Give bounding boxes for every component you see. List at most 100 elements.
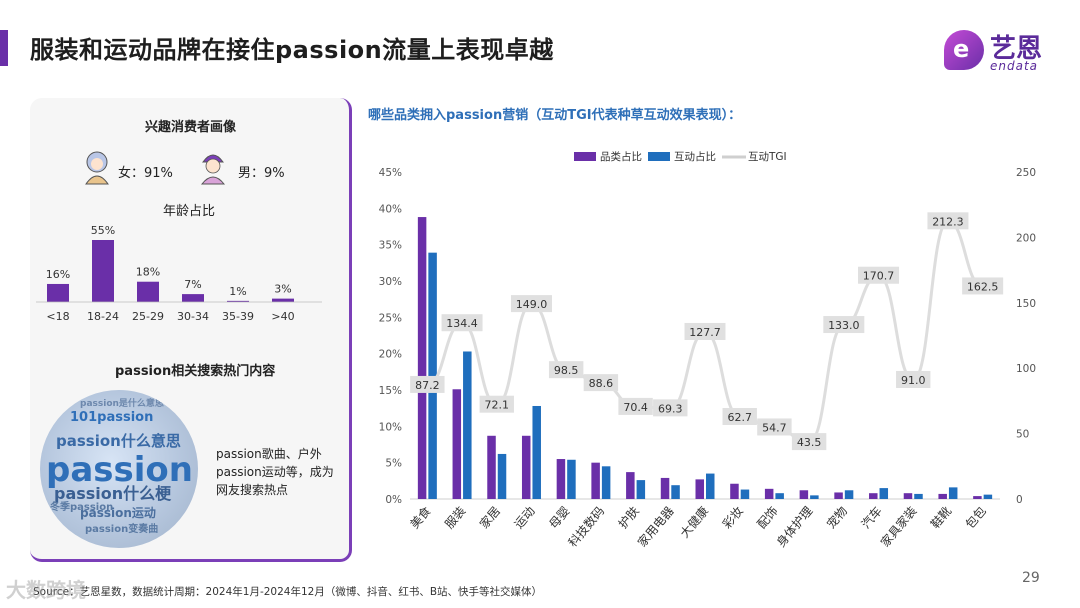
cloud-word: passion运动 [80, 506, 156, 520]
female-ratio: 女：91% [118, 166, 173, 181]
age-category-label: >40 [271, 310, 294, 323]
age-category-label: 35-39 [222, 310, 254, 323]
right-axis-tick: 150 [1016, 298, 1036, 310]
tgi-value-label: 149.0 [516, 298, 548, 311]
cloud-word: passion是什么意思 [80, 399, 164, 409]
tgi-label-box [479, 395, 514, 413]
age-bar [137, 281, 159, 302]
legend-label: 互动TGI [748, 151, 787, 163]
bar-interaction-share [810, 495, 819, 499]
tgi-label-box [583, 374, 619, 392]
tgi-value-label: 133.0 [828, 319, 860, 332]
x-category-label: 科技数码 [565, 503, 607, 549]
tgi-label-box [510, 295, 552, 313]
tgi-value-label: 69.3 [658, 402, 683, 415]
search-note: passion歌曲、户外 passion运动等，成为 网友搜索热点 [216, 447, 334, 497]
cloud-word: passion什么梗 [54, 484, 172, 503]
right-axis-tick: 250 [1016, 167, 1036, 179]
tgi-value-label: 162.5 [967, 280, 999, 293]
tgi-label-box [548, 361, 584, 379]
legend-label: 互动占比 [674, 150, 716, 163]
x-category-label: 服装 [442, 504, 468, 531]
age-bar [272, 298, 294, 302]
age-category-label: 25-29 [132, 310, 164, 323]
x-category-label: 母婴 [546, 504, 572, 531]
bar-category-share [417, 217, 427, 499]
tgi-value-label: 54.7 [762, 421, 787, 434]
age-bar [92, 240, 114, 302]
tgi-label-box [823, 316, 865, 334]
bar-interaction-share [532, 405, 541, 499]
tgi-line [426, 219, 984, 444]
age-category-label: 30-34 [177, 310, 209, 323]
right-axis-tick: 0 [1016, 494, 1023, 506]
tgi-value-label: 134.4 [446, 317, 478, 330]
left-axis-tick: 0% [385, 494, 402, 506]
tgi-label-box [858, 266, 900, 284]
left-axis-tick: 30% [379, 276, 402, 288]
left-axis-tick: 5% [385, 458, 402, 470]
title-accent-bar [0, 30, 8, 66]
category-bar-line-chart: 品类占比 互动占比 互动TGI 0% 5% 10% 15% 20% 25% 30% 35% 40% 45… [379, 150, 1036, 550]
age-distribution-chart: 16% <18 55% 18-24 18% 25-29 7% 30-34 1% 35-39 3% >4… [36, 224, 322, 323]
tgi-label-box [441, 314, 483, 332]
tgi-value-label: 212.3 [932, 215, 964, 228]
search-word-cloud: passion passion什么梗 passion什么意思 101passio… [40, 390, 198, 548]
endata-logo: e 艺恩 endata [938, 26, 1058, 76]
age-bar [47, 283, 69, 302]
tgi-value-label: 72.1 [485, 399, 510, 412]
bar-category-share [730, 483, 739, 499]
tgi-value-label: 43.5 [797, 436, 822, 449]
source-note: Source：艺恩星数，数据统计周期：2024年1月-2024年12月（微博、抖… [33, 586, 543, 598]
age-value-label: 55% [91, 224, 115, 237]
chart-subtitle: 哪些品类拥入passion营销（互动TGI代表种草互动效果表现）： [368, 108, 742, 123]
logo-text-en: endata [990, 59, 1039, 73]
bar-interaction-share [914, 493, 923, 499]
female-avatar-icon [85, 151, 109, 185]
logo-mark-icon: e [944, 30, 984, 70]
x-category-label: 彩妆 [720, 504, 746, 531]
bar-interaction-share [948, 487, 958, 499]
age-value-label: 1% [229, 285, 246, 298]
bar-interaction-share [497, 453, 507, 499]
x-category-label: 运动 [512, 504, 538, 531]
tgi-label-box [684, 322, 726, 340]
bar-interaction-share [775, 493, 784, 499]
tgi-label-box [791, 433, 827, 451]
tgi-value-label: 62.7 [727, 411, 752, 424]
bar-category-share [521, 435, 531, 499]
cloud-word: 冬季passion [50, 502, 114, 513]
bar-interaction-share [567, 459, 576, 499]
right-axis-tick: 100 [1016, 363, 1036, 375]
x-category-label: 汽车 [858, 503, 885, 531]
page-number: 29 [1022, 570, 1040, 586]
bar-interaction-share [463, 351, 472, 499]
bar-category-share [626, 472, 635, 499]
age-value-label: 7% [184, 278, 201, 291]
male-avatar-icon [200, 154, 226, 185]
legend-swatch [574, 152, 596, 161]
x-category-label: 包包 [963, 504, 989, 531]
age-bar [227, 300, 249, 302]
x-category-label: 配饰 [755, 504, 781, 531]
cloud-word: passion [46, 450, 193, 490]
tgi-label-box [757, 418, 792, 436]
tgi-value-label: 87.2 [415, 379, 440, 392]
left-axis-tick: 25% [379, 312, 402, 324]
x-category-label: 美食 [407, 503, 434, 531]
tgi-value-label: 127.7 [689, 326, 721, 339]
bar-category-share [973, 496, 982, 499]
tgi-label-box [927, 212, 969, 230]
age-chart-title: 年龄占比 [163, 204, 216, 219]
x-category-label: 家具家装 [877, 503, 919, 549]
age-bar [182, 294, 204, 302]
search-hot-title: passion相关搜索热门内容 [115, 364, 276, 379]
right-axis-tick: 200 [1016, 232, 1036, 244]
age-category-label: <18 [46, 310, 69, 323]
bar-category-share [799, 490, 809, 499]
x-category-label: 护肤 [615, 503, 642, 531]
x-category-label: 鞋靴 [927, 503, 954, 531]
male-ratio: 男：9% [238, 166, 285, 181]
watermark: 大数跨境 [6, 578, 86, 602]
x-category-label: 家用电器 [634, 503, 676, 549]
